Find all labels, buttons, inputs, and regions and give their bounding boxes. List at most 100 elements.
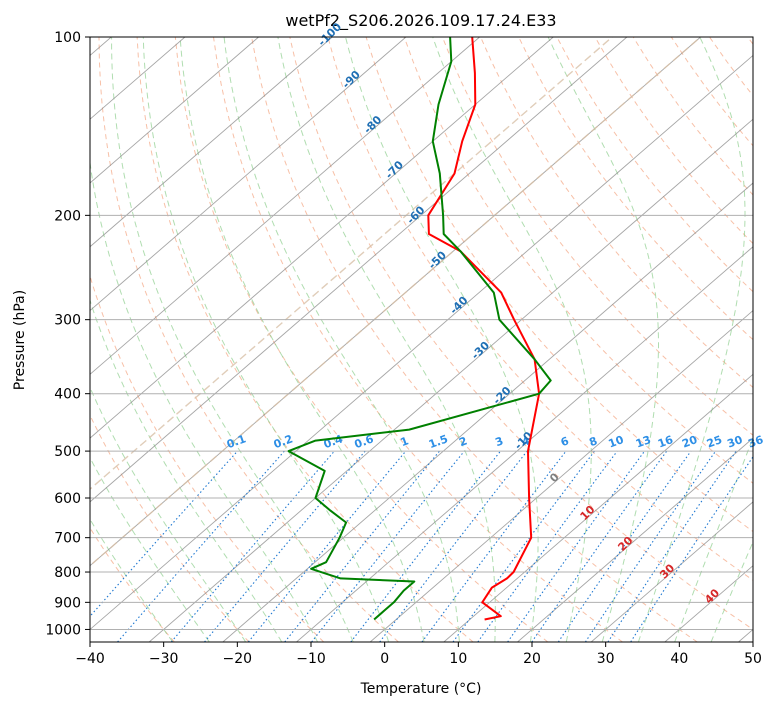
moist-adiabat xyxy=(674,436,753,642)
moist-adiabat xyxy=(90,298,283,642)
dry-adiabat xyxy=(98,37,399,642)
dry-adiabat xyxy=(556,37,753,293)
dry-adiabat xyxy=(90,274,325,642)
y-tick-label: 600 xyxy=(54,491,81,507)
y-axis-label: Pressure (hPa) xyxy=(12,290,28,390)
dry-adiabat xyxy=(365,37,753,533)
x-tick-label: 30 xyxy=(597,651,615,667)
isotherm xyxy=(90,37,628,503)
moist-adiabat xyxy=(547,37,659,642)
mixing-ratio-label: 3 xyxy=(494,434,506,449)
mixing-ratio-label: 0.6 xyxy=(353,432,376,451)
mixing-ratio-label: 6 xyxy=(559,434,571,449)
dry-adiabat xyxy=(670,37,753,147)
moist-adiabat xyxy=(142,37,390,642)
isotherm xyxy=(590,501,753,642)
isotherm xyxy=(90,37,554,439)
dry-adiabat xyxy=(90,414,250,642)
x-tick-label: −30 xyxy=(149,651,179,667)
plot-frame xyxy=(89,36,754,643)
y-tick-label: 200 xyxy=(54,208,81,224)
dry-adiabat xyxy=(480,37,753,389)
mixing-ratio-label: 0.2 xyxy=(272,432,295,451)
chart-title: wetPf2_S206.2026.109.17.24.E33 xyxy=(285,11,556,31)
isotherm xyxy=(90,54,753,631)
isotherm xyxy=(90,37,259,184)
background-lines xyxy=(90,37,753,642)
moist-adiabat xyxy=(345,37,539,642)
mixing-ratio-label: 8 xyxy=(588,434,600,449)
dry-adiabat-label: -40 xyxy=(447,294,470,317)
isotherm xyxy=(369,309,753,642)
x-tick-label: −20 xyxy=(223,651,253,667)
mixing-ratio-line xyxy=(204,450,366,642)
mixing-ratio-line xyxy=(421,450,567,642)
dry-adiabat xyxy=(174,37,549,642)
mixing-ratio-line xyxy=(557,450,692,642)
isotherm xyxy=(296,246,753,642)
temperature-line xyxy=(427,37,541,621)
x-tick-label: 20 xyxy=(523,651,541,667)
dry-adiabat xyxy=(136,37,474,642)
moist-adiabat xyxy=(710,540,753,642)
mixing-ratio-line xyxy=(247,450,407,642)
moist-adiabat xyxy=(432,37,592,642)
mixing-ratio-label: 1 xyxy=(399,434,411,449)
mixing-ratio-line xyxy=(350,450,501,642)
y-tick-label: 800 xyxy=(54,565,81,581)
dry-adiabat xyxy=(251,37,698,642)
y-tick-label: 300 xyxy=(54,313,81,329)
dry-adiabat-label: 30 xyxy=(657,561,677,581)
mixing-ratio-label: 20 xyxy=(680,433,699,451)
dry-adiabat xyxy=(90,527,175,642)
dry-adiabat-label: -90 xyxy=(340,68,363,91)
x-tick-label: −10 xyxy=(296,651,326,667)
x-tick-label: 40 xyxy=(670,651,688,667)
adiabat-labels: 0.1 0.2 0.4 0.6 1 1.5 2 3 4 6 8 10 13 16 20 25 30 36-100-… xyxy=(225,20,765,606)
dry-adiabat-label: -60 xyxy=(404,203,427,226)
isotherm xyxy=(443,373,753,642)
x-tick-label: 10 xyxy=(449,651,467,667)
isotherm xyxy=(148,118,753,642)
mixing-ratio-label: 4 xyxy=(520,434,532,449)
isotherm xyxy=(222,182,753,642)
moist-adiabat xyxy=(637,37,746,642)
isotherm xyxy=(90,37,407,312)
moist-adiabat xyxy=(179,37,425,642)
y-tick-label: 100 xyxy=(54,30,81,46)
mixing-ratio-line xyxy=(584,450,717,642)
y-tick-label: 900 xyxy=(54,595,81,611)
dry-adiabat-label: 40 xyxy=(702,586,722,606)
x-axis: −40 −30 −20 −10 0 10 20 30 40 50 xyxy=(75,642,762,667)
y-axis: 100 200 300 400 500 600 700 800 900 1000 xyxy=(45,30,90,638)
dewpoint-line xyxy=(287,37,552,621)
mixing-ratio-label: 0.1 xyxy=(225,432,248,451)
dry-adiabat-label: -80 xyxy=(361,113,384,136)
x-tick-label: −40 xyxy=(75,651,105,667)
dry-adiabat xyxy=(518,37,753,341)
dry-adiabat xyxy=(213,37,623,642)
mixing-ratio-line xyxy=(507,450,646,642)
moist-adiabat xyxy=(277,37,496,642)
moist-adiabat xyxy=(90,456,210,642)
moist-adiabat xyxy=(90,159,319,642)
mixing-ratio-line xyxy=(379,450,528,642)
mixing-ratio-label: 36 xyxy=(746,433,765,451)
y-tick-label: 500 xyxy=(54,444,81,460)
mixing-ratio-label: 0.4 xyxy=(322,432,345,451)
moist-adiabat xyxy=(90,518,174,642)
mixing-ratio-label: 13 xyxy=(634,433,653,450)
dry-adiabat xyxy=(327,37,753,581)
moist-adiabat xyxy=(111,37,354,642)
dry-adiabat xyxy=(289,37,753,631)
dry-adiabat-label: -50 xyxy=(426,248,449,271)
dry-adiabat-label: 20 xyxy=(615,534,635,554)
isotherm xyxy=(517,437,753,642)
mixing-ratio-line xyxy=(630,455,753,642)
dry-adiabat xyxy=(632,37,753,196)
mixing-ratio-line xyxy=(311,450,465,642)
isotherm xyxy=(90,37,480,375)
series-layer xyxy=(287,37,552,621)
y-tick-label: 1000 xyxy=(45,622,81,638)
